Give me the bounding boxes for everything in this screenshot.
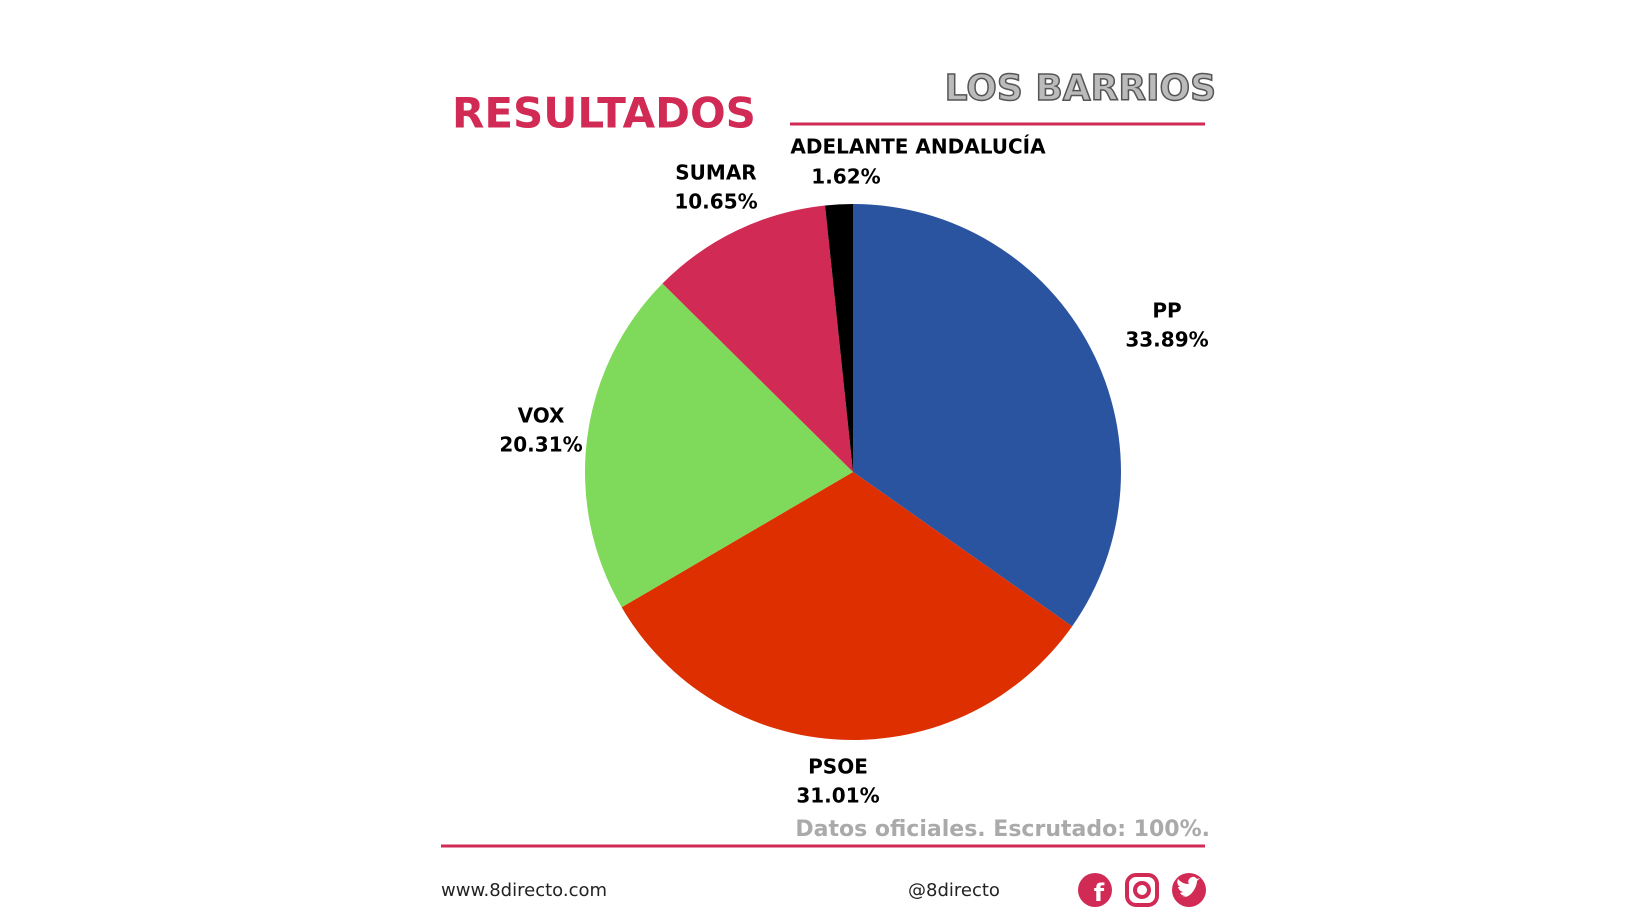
slice-value: 33.89% [1125, 328, 1208, 352]
slice-name: SUMAR [675, 161, 756, 185]
twitter-glyph [1177, 876, 1200, 898]
chart-subtitle: LOS BARRIOS [945, 68, 1216, 109]
slice-name: PP [1152, 299, 1181, 323]
slice-name: PSOE [808, 755, 868, 779]
pie-slice [825, 204, 853, 472]
note: Datos oficiales. Escrutado: 100%. [795, 817, 1210, 842]
pie-slice [662, 205, 853, 472]
handle: @8directo [908, 880, 1000, 901]
slice-value: 1.62% [811, 165, 880, 189]
slice-name: VOX [518, 404, 565, 428]
social-icons: f [1078, 873, 1206, 907]
instagram-lens [1133, 881, 1151, 899]
slice-value: 20.31% [499, 433, 582, 457]
instagram-icon[interactable] [1125, 873, 1159, 907]
slice-name: ADELANTE ANDALUCÍA [790, 135, 1046, 159]
facebook-glyph: f [1094, 879, 1105, 907]
pie-slice [853, 204, 1121, 627]
slice-value: 10.65% [674, 190, 757, 214]
website: www.8directo.com [441, 880, 607, 901]
pie-slice [621, 472, 1073, 740]
chart-title: RESULTADOS [452, 89, 756, 138]
facebook-icon[interactable] [1078, 873, 1112, 907]
slice-value: 31.01% [796, 784, 879, 808]
pie-slice [585, 283, 853, 608]
